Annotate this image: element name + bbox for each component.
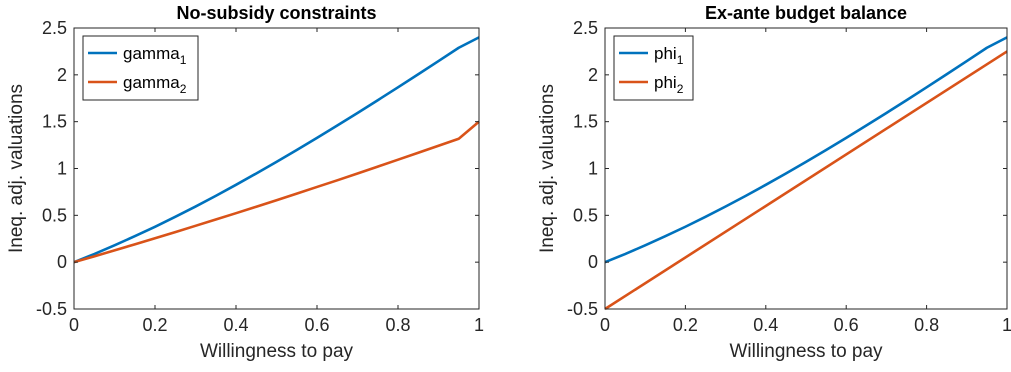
x-tick-label: 0.8	[385, 315, 410, 335]
chart-title: No-subsidy constraints	[176, 3, 376, 23]
x-tick-label: 0.6	[834, 315, 859, 335]
y-tick-label: -0.5	[36, 299, 67, 319]
x-tick-label: 0.6	[304, 315, 329, 335]
y-tick-label: 2.5	[573, 18, 598, 38]
y-axis-label: Ineq. adj. valuations	[6, 84, 27, 253]
y-tick-label: 0.5	[573, 205, 598, 225]
series-line-2	[73, 120, 480, 264]
legend: gamma1 gamma2	[82, 35, 199, 101]
series-line-2	[604, 50, 1008, 311]
y-tick-label: 1.5	[42, 112, 67, 132]
x-axis-label: Willingness to pay	[200, 341, 354, 362]
x-tick-label: 0.2	[673, 315, 698, 335]
legend-box	[613, 35, 694, 101]
x-tick-label: 0.4	[223, 315, 248, 335]
x-tick-label: 0.8	[914, 315, 939, 335]
x-tick-label: 1	[474, 315, 484, 335]
y-tick-label: 0	[57, 252, 67, 272]
series-line-1	[73, 36, 480, 264]
y-tick-label: 2	[57, 65, 67, 85]
x-tick-label: 0	[69, 315, 79, 335]
series-line-1	[604, 36, 1008, 264]
x-tick-label: 1	[1002, 315, 1011, 335]
chart-panel-2: Ex-ante budget balance 0 0.2 0.4 0.6 0.8 1 -0.5…	[537, 3, 1011, 362]
y-tick-label: 0.5	[42, 205, 67, 225]
chart-panel-1: No-subsidy constraints 0 0.2 0.4 0.6 0.8 1 -0.5…	[6, 3, 484, 362]
x-tick-label: 0.4	[753, 315, 778, 335]
chart-title: Ex-ante budget balance	[705, 3, 907, 23]
series-group	[73, 36, 480, 264]
y-tick-label: -0.5	[567, 299, 598, 319]
legend: phi1 phi2	[613, 35, 694, 101]
legend-label-2: phi2	[654, 73, 684, 96]
legend-label-2: gamma2	[123, 73, 187, 96]
y-tick-label: 1.5	[573, 112, 598, 132]
legend-label-1: phi1	[654, 44, 684, 67]
x-axis-label: Willingness to pay	[729, 341, 883, 362]
y-tick-label: 1	[57, 159, 67, 179]
series-group	[604, 36, 1008, 311]
x-tick-label: 0	[600, 315, 610, 335]
y-axis-label: Ineq. adj. valuations	[537, 84, 558, 253]
x-tick-label: 0.2	[142, 315, 167, 335]
y-tick-label: 0	[588, 252, 598, 272]
y-tick-label: 2	[588, 65, 598, 85]
y-tick-label: 2.5	[42, 18, 67, 38]
y-tick-label: 1	[588, 159, 598, 179]
legend-label-1: gamma1	[123, 44, 187, 67]
legend-box	[82, 35, 199, 101]
